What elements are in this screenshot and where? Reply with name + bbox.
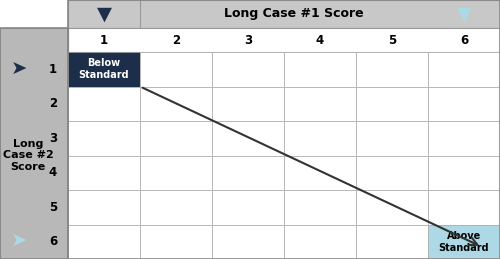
Bar (356, 225, 428, 259)
Bar (68, 87, 140, 121)
Bar (212, 155, 284, 190)
Bar (140, 225, 212, 259)
Text: 4: 4 (316, 33, 324, 47)
Text: Long Case #1 Score: Long Case #1 Score (224, 8, 364, 20)
Bar (68, 155, 140, 190)
Text: 4: 4 (49, 166, 57, 179)
Text: 3: 3 (244, 33, 252, 47)
Bar (428, 155, 500, 190)
Bar (356, 52, 428, 87)
Text: 5: 5 (388, 33, 396, 47)
Bar (68, 121, 140, 155)
Bar (284, 155, 356, 190)
Bar (212, 190, 284, 225)
Bar (356, 121, 428, 155)
Bar (428, 87, 500, 121)
Bar (284, 52, 356, 87)
Bar (428, 52, 500, 87)
Text: 5: 5 (49, 201, 57, 214)
Bar (428, 190, 500, 225)
Bar (284, 87, 356, 121)
Bar (284, 121, 356, 155)
Text: 2: 2 (49, 97, 57, 110)
Text: 3: 3 (49, 132, 57, 145)
Bar (140, 155, 212, 190)
Text: Long
Case #2
Score: Long Case #2 Score (2, 139, 54, 172)
Bar (140, 190, 212, 225)
Text: 1: 1 (100, 33, 108, 47)
Bar (212, 121, 284, 155)
Bar (68, 28, 500, 52)
Bar (68, 0, 140, 28)
Bar (212, 225, 284, 259)
Bar (212, 52, 284, 87)
Text: Below
Standard: Below Standard (78, 59, 130, 80)
Bar (284, 190, 356, 225)
Bar (0, 28, 68, 259)
Bar (284, 225, 356, 259)
Text: 6: 6 (49, 235, 57, 248)
Text: 6: 6 (460, 33, 468, 47)
Bar (356, 155, 428, 190)
Bar (140, 52, 212, 87)
Text: ➤: ➤ (11, 232, 27, 251)
Bar (0, 28, 68, 259)
Bar (68, 0, 500, 28)
Text: ▼: ▼ (96, 4, 112, 24)
Bar (428, 225, 500, 259)
Bar (140, 121, 212, 155)
Bar (68, 190, 140, 225)
Text: 1: 1 (49, 63, 57, 76)
Bar (356, 87, 428, 121)
Bar (140, 87, 212, 121)
Bar (68, 52, 140, 87)
Bar (428, 121, 500, 155)
Bar (68, 0, 500, 259)
Text: 2: 2 (172, 33, 180, 47)
Bar (212, 87, 284, 121)
Bar (68, 225, 140, 259)
Bar (356, 190, 428, 225)
Text: ➤: ➤ (11, 60, 27, 79)
Text: Above
Standard: Above Standard (438, 231, 490, 253)
Text: ▼: ▼ (456, 4, 471, 24)
